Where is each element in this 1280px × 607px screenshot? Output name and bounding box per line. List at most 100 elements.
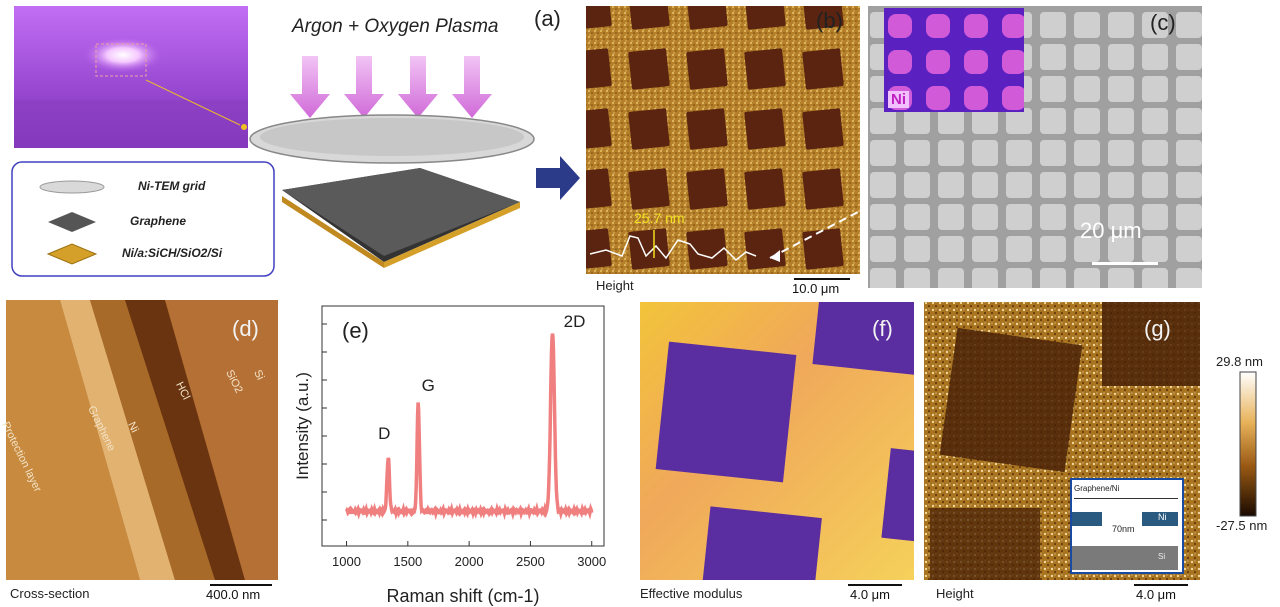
- sem-square: [1142, 108, 1168, 134]
- sem-square: [904, 236, 930, 262]
- afm-square: [686, 6, 728, 30]
- x-tick-label: 3000: [577, 554, 606, 569]
- inset-depth: 70nm: [1112, 524, 1135, 534]
- ni-square: [926, 50, 950, 74]
- inset-ni-bar-right: [1142, 512, 1178, 526]
- sem-square: [1142, 204, 1168, 230]
- panel-a: [11, 6, 580, 277]
- afm-square: [628, 48, 670, 90]
- legend-item-graphene: Graphene: [130, 214, 187, 228]
- afm-square: [686, 108, 728, 150]
- raman-spectrum-line: [344, 333, 594, 521]
- sem-square: [1074, 204, 1100, 230]
- sem-square: [1108, 108, 1134, 134]
- sem-square: [1040, 204, 1066, 230]
- sem-square: [1040, 44, 1066, 70]
- sem-square: [1074, 268, 1100, 288]
- afm-square: [586, 6, 612, 30]
- sem-square: [1074, 236, 1100, 262]
- sem-square: [1040, 236, 1066, 262]
- sem-square: [1108, 44, 1134, 70]
- panel-a-label: (a): [534, 6, 561, 31]
- sem-square: [938, 108, 964, 134]
- sem-square: [938, 236, 964, 262]
- afm-square: [744, 6, 786, 30]
- sem-square: [1176, 236, 1202, 262]
- sem-square: [870, 236, 896, 262]
- sem-square: [1006, 236, 1032, 262]
- ni-square: [888, 50, 912, 74]
- panel-e-label: (e): [342, 318, 369, 343]
- peak-label-2D: 2D: [564, 312, 586, 331]
- inset-ni-label: Ni: [1158, 512, 1167, 522]
- peak-label-G: G: [422, 376, 435, 395]
- panel-b-label: (b): [816, 8, 843, 33]
- sem-square: [1006, 140, 1032, 166]
- y-axis-label: Intensity (a.u.): [293, 372, 312, 480]
- afm-square: [744, 108, 786, 150]
- ni-square: [926, 14, 950, 38]
- ni-square: [1002, 50, 1024, 74]
- sem-square: [1074, 44, 1100, 70]
- panel-f-caption: Effective modulus: [640, 586, 743, 601]
- raman-chart: 1000 1500 2000 2500 3000 D G 2D Raman shift (cm-…: [293, 305, 606, 606]
- panel-f-label: (f): [872, 316, 893, 341]
- sem-square: [870, 140, 896, 166]
- modulus-square: [655, 341, 797, 483]
- x-axis-label: Raman shift (cm-1): [386, 586, 539, 606]
- sem-square: [938, 268, 964, 288]
- afm-square: [802, 48, 844, 90]
- raman-axes-frame: [321, 305, 605, 547]
- ni-square: [888, 14, 912, 38]
- sem-square: [1176, 44, 1202, 70]
- panel-d-image: [6, 300, 278, 580]
- sem-square: [972, 140, 998, 166]
- sem-square: [1142, 140, 1168, 166]
- afm-square: [686, 48, 728, 90]
- sem-square: [1176, 268, 1202, 288]
- panel-g-caption: Height: [936, 586, 974, 601]
- legend-item-substrate: Ni/a:SiCH/SiO2/Si: [122, 246, 223, 260]
- sem-square: [1074, 12, 1100, 38]
- panel-d-scale: 400.0 nm: [206, 587, 261, 602]
- sem-square: [1074, 140, 1100, 166]
- sem-square: [1074, 108, 1100, 134]
- panel-c-scalebar: [1092, 262, 1158, 265]
- ni-map-inset: Ni: [884, 8, 1024, 112]
- inset-si: [1072, 546, 1178, 570]
- schematic-inset: Graphene/Ni Ni 70nm Si: [1070, 478, 1184, 574]
- sem-square: [1176, 172, 1202, 198]
- height-dark-square-3: [930, 508, 1040, 580]
- afm-square: [586, 108, 612, 150]
- ni-square: [964, 14, 988, 38]
- sem-square: [1040, 12, 1066, 38]
- ni-square: [926, 86, 950, 110]
- sem-square: [870, 204, 896, 230]
- sem-square: [1142, 172, 1168, 198]
- panel-f-scale: 4.0 μm: [850, 587, 891, 602]
- sem-square: [938, 140, 964, 166]
- sem-square: [1006, 204, 1032, 230]
- height-dark-square-2: [1102, 302, 1200, 386]
- colorbar: [1239, 371, 1257, 517]
- height-dark-square: [939, 327, 1083, 473]
- sem-square: [1108, 76, 1134, 102]
- modulus-square: [812, 302, 914, 376]
- sem-square: [1108, 268, 1134, 288]
- x-tick-label: 1000: [332, 554, 361, 569]
- sem-square: [1108, 12, 1134, 38]
- sem-square: [938, 204, 964, 230]
- sem-square: [1074, 172, 1100, 198]
- height-value: 25.7 nm: [634, 210, 685, 226]
- panel-f-scalebar: [848, 584, 902, 586]
- sem-square: [1006, 108, 1032, 134]
- sem-square: [1108, 236, 1134, 262]
- sem-square: [904, 268, 930, 288]
- ni-inset-label: Ni: [888, 91, 909, 108]
- sem-square: [1176, 12, 1202, 38]
- sem-square: [972, 236, 998, 262]
- sem-square: [1006, 268, 1032, 288]
- sem-square: [1040, 108, 1066, 134]
- sem-square: [1040, 76, 1066, 102]
- plasma-arrows: [290, 56, 492, 118]
